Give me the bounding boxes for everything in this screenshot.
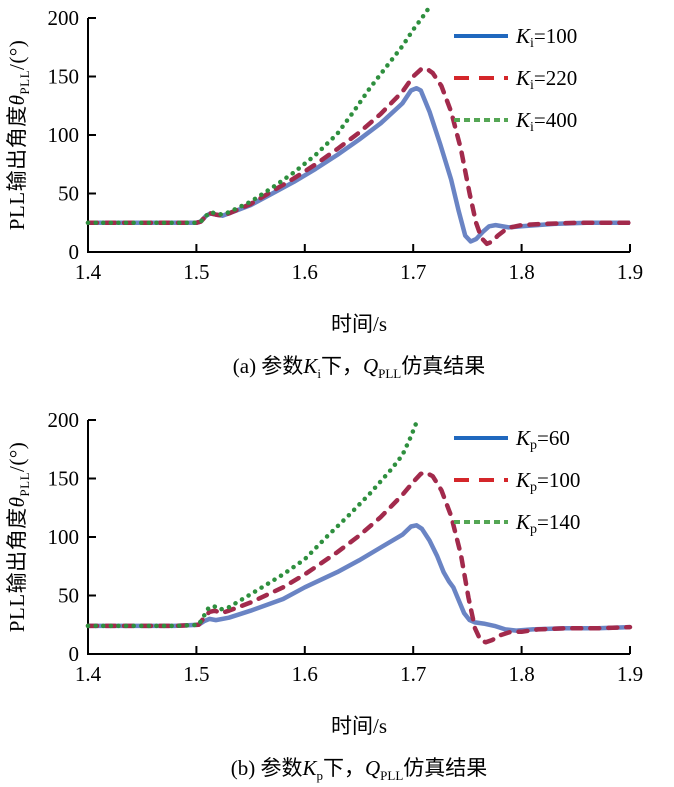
caption-a: (a) 参数Ki下，QPLL仿真结果: [0, 350, 674, 382]
y-tick-label: 200: [48, 408, 80, 432]
caption-b-post: 仿真结果: [403, 756, 488, 781]
y-axis-title-text: PLL输出角度: [4, 105, 29, 231]
caption-b-pre: (b) 参数: [230, 756, 303, 781]
x-tick-label: 1.5: [183, 260, 209, 284]
theta-symbol: θ: [4, 94, 29, 106]
caption-b-q-subscript: PLL: [380, 768, 404, 784]
x-tick-label: 1.8: [508, 662, 534, 686]
x-tick-label: 1.7: [400, 662, 426, 686]
caption-b-k-subscript: p: [316, 768, 323, 784]
series-line-Ki-400: [85, 6, 431, 226]
y-tick-label: 0: [69, 240, 80, 264]
y-axis-title-b: PLL输出角度θPLL/(°): [0, 406, 34, 708]
legend-label-Ki-400: Ki=400: [515, 108, 577, 135]
x-tick-label: 1.4: [75, 260, 102, 284]
theta-subscript: PLL: [17, 472, 33, 497]
caption-b: (b) 参数Kp下，QPLL仿真结果: [0, 752, 674, 784]
x-tick-label: 1.8: [508, 260, 534, 284]
plot-area-b: 0 50 100 150 200 1.4 1.5 1.6 1.7 1.8 1.9 Kp=60 Kp=10…: [48, 408, 644, 686]
caption-b-q-symbol: Q: [364, 756, 381, 781]
caption-a-q-subscript: PLL: [378, 366, 402, 382]
figure-page: PLL输出角度θPLL/(°) 0 50 100 150 200 1.4 1.5 1.6 1.7…: [0, 4, 674, 784]
chart-panel-a: PLL输出角度θPLL/(°) 0 50 100 150 200 1.4 1.5 1.6 1.7…: [0, 4, 674, 382]
caption-a-k-subscript: i: [317, 366, 321, 382]
plot-area-a: 0 50 100 150 200 1.4 1.5 1.6 1.7 1.8 1.9 Ki=100 Ki=2…: [48, 6, 644, 284]
caption-a-pre: (a) 参数: [232, 354, 304, 378]
y-axis-title-unit: /(°): [4, 39, 29, 70]
y-tick-label: 100: [48, 525, 80, 549]
series-line-Ki-220: [85, 66, 633, 247]
series-line-Kp-100: [85, 470, 633, 645]
y-axis-title-text: PLL输出角度: [4, 507, 29, 633]
axis-frame: [87, 420, 630, 656]
y-tick-label: 150: [48, 65, 80, 89]
y-tick-label: 50: [58, 182, 79, 206]
x-tick-label: 1.5: [183, 662, 209, 686]
x-axis-title-a: 时间/s: [330, 312, 387, 336]
x-tick-label: 1.6: [292, 662, 318, 686]
x-tick-label: 1.7: [400, 260, 426, 284]
y-tick-label: 200: [48, 6, 80, 30]
chart-panel-b: PLL输出角度θPLL/(°) 0 50 100 150 200 1.4 1.5 1.6 1.7…: [0, 406, 674, 784]
caption-a-q-symbol: Q: [362, 354, 379, 378]
series-line-Kp-60: [88, 523, 631, 634]
x-axis-title-b: 时间/s: [330, 714, 387, 739]
legend-label-Ki-220: Ki=220: [515, 66, 577, 93]
caption-b-mid: 下，: [322, 756, 365, 781]
y-tick-label: 100: [48, 123, 80, 147]
axis-frame: [87, 18, 630, 253]
theta-symbol: θ: [4, 496, 29, 508]
y-axis-title-unit: /(°): [4, 441, 29, 473]
caption-a-post: 仿真结果: [401, 354, 486, 378]
caption-a-mid: 下，: [320, 354, 363, 378]
legend-label-Kp-140: Kp=140: [515, 510, 580, 537]
x-tick-label: 1.6: [292, 260, 318, 284]
series-line-Kp-140: [85, 420, 419, 629]
y-tick-label: 0: [69, 642, 80, 666]
caption-a-k-symbol: K: [303, 354, 318, 378]
x-tick-label: 1.4: [75, 662, 102, 686]
y-axis-title-a: PLL输出角度θPLL/(°): [0, 4, 34, 306]
legend-label-Kp-60: Kp=60: [515, 426, 570, 453]
legend-label-Ki-100: Ki=100: [515, 24, 577, 51]
legend-label-Kp-100: Kp=100: [515, 468, 580, 495]
y-tick-label: 50: [58, 584, 79, 608]
caption-b-k-symbol: K: [302, 756, 317, 781]
x-tick-label: 1.9: [617, 662, 643, 686]
y-tick-label: 150: [48, 467, 80, 491]
x-tick-label: 1.9: [617, 260, 643, 284]
theta-subscript: PLL: [17, 69, 33, 95]
